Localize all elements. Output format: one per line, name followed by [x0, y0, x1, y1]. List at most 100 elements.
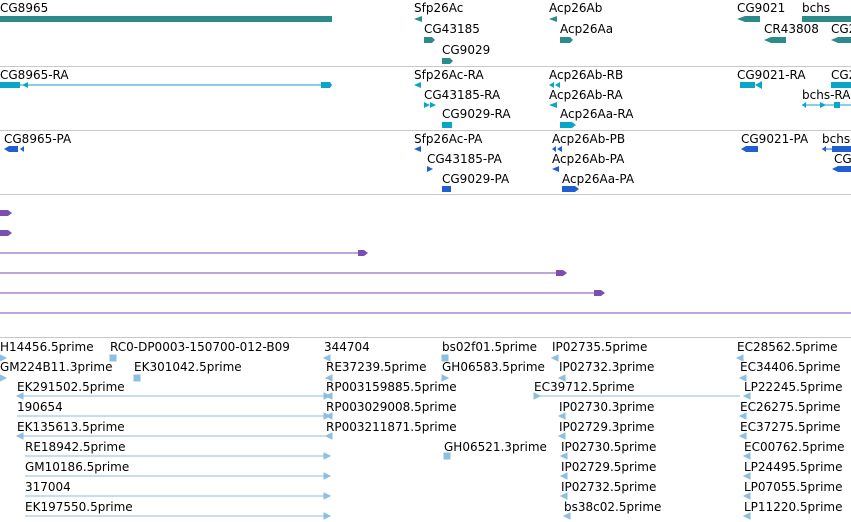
gene-label[interactable]: Sfp26Ac	[414, 1, 464, 15]
est-label[interactable]: LP11220.5prime	[744, 500, 843, 514]
est-label[interactable]: EK197550.5prime	[25, 500, 133, 514]
transcript-label[interactable]: bchs-RA	[802, 88, 851, 102]
est-label[interactable]: EC37275.5prime	[740, 420, 841, 434]
est-label[interactable]: GH06521.3prime	[444, 440, 547, 454]
est-label[interactable]: RE37239.5prime	[326, 360, 427, 374]
transcript-label[interactable]: CG9021-RA	[737, 68, 806, 82]
transcript-label[interactable]: CG9029-RA	[442, 107, 511, 121]
gene-label[interactable]: Acp26Ab	[549, 1, 603, 15]
protein-label[interactable]: CG9029-PA	[442, 172, 510, 186]
gene-label[interactable]: CG8965	[0, 1, 49, 15]
alignment-end	[594, 290, 605, 296]
est-label[interactable]: RP003029008.5prime	[326, 400, 457, 414]
est-label[interactable]: EK291502.5prime	[17, 380, 125, 394]
protein-glyph	[552, 146, 556, 152]
protein-label[interactable]: CG	[834, 152, 851, 166]
est-label[interactable]: H14456.5prime	[0, 340, 94, 354]
alignment-glyphs	[0, 210, 851, 314]
transcript-label[interactable]: Acp26Aa-RA	[560, 107, 634, 121]
est-glyph	[15, 432, 24, 440]
est-glyph	[738, 412, 747, 420]
protein-glyph	[562, 186, 579, 192]
gene-label[interactable]: CG43185	[424, 22, 480, 36]
est-label[interactable]: GM224B11.3prime	[0, 360, 113, 374]
est-label[interactable]: LP24495.5prime	[744, 460, 843, 474]
alignment-track	[0, 195, 851, 337]
protein-label[interactable]: Acp26Ab-PB	[552, 132, 626, 146]
est-label[interactable]: IP02729.5prime	[561, 460, 657, 474]
est-label[interactable]: IP02735.5prime	[552, 340, 648, 354]
est-label[interactable]: EC28562.5prime	[737, 340, 838, 354]
est-label[interactable]: IP02732.3prime	[559, 360, 655, 374]
protein-glyph	[4, 146, 18, 152]
est-label[interactable]: IP02730.3prime	[559, 400, 655, 414]
est-label[interactable]: RE18942.5prime	[25, 440, 126, 454]
est-label[interactable]: 317004	[25, 480, 71, 494]
protein-label[interactable]: Acp26Aa-PA	[562, 172, 635, 186]
gene-label[interactable]: Acp26Aa	[560, 22, 614, 36]
protein-glyph	[414, 146, 421, 152]
track-divider	[0, 130, 851, 131]
est-glyph	[557, 412, 566, 420]
transcript-exon	[755, 81, 762, 89]
transcript-exon	[424, 102, 430, 108]
protein-glyph	[822, 146, 826, 152]
est-label[interactable]: IP02730.5prime	[561, 440, 657, 454]
gene-label[interactable]: bchs	[802, 1, 831, 15]
protein-glyph	[442, 186, 451, 192]
est-label[interactable]: 190654	[17, 400, 63, 414]
protein-label[interactable]: Sfp26Ac-PA	[414, 132, 483, 146]
est-glyph	[559, 492, 568, 500]
est-label[interactable]: EC39712.5prime	[534, 380, 635, 394]
est-label[interactable]: EC00762.5prime	[744, 440, 845, 454]
transcript-label[interactable]: CG43185-RA	[424, 88, 501, 102]
track-divider	[0, 194, 851, 195]
transcript-exon	[0, 82, 20, 88]
est-glyph	[15, 392, 24, 400]
transcript-label[interactable]: Acp26Ab-RA	[549, 88, 623, 102]
protein-label[interactable]: Acp26Ab-PA	[552, 152, 625, 166]
est-glyph	[559, 452, 568, 460]
est-label[interactable]: GH06583.5prime	[442, 360, 545, 374]
gene-label[interactable]: CG2	[831, 22, 851, 36]
est-label[interactable]: EK135613.5prime	[17, 420, 125, 434]
est-label[interactable]: LP07055.5prime	[744, 480, 843, 494]
est-label[interactable]: RP003211871.5prime	[326, 420, 457, 434]
gene-label[interactable]: CR43808	[764, 22, 819, 36]
track-divider	[0, 66, 851, 67]
est-label[interactable]: GM10186.5prime	[25, 460, 130, 474]
est-label[interactable]: EK301042.5prime	[134, 360, 242, 374]
est-glyph	[533, 392, 542, 400]
protein-label[interactable]: CG8965-PA	[4, 132, 72, 146]
est-label[interactable]: 344704	[324, 340, 370, 354]
transcript-track: CG8965-RA Sfp26Ac-RA Acp26Ab-RB CG9021-R…	[0, 67, 851, 130]
est-glyph	[323, 512, 332, 520]
transcript-label[interactable]: Sfp26Ac-RA	[414, 68, 484, 82]
est-label[interactable]: RC0-DP0003-150700-012-B09	[110, 340, 290, 354]
est-label[interactable]: IP02729.3prime	[559, 420, 655, 434]
transcript-exon	[820, 102, 826, 108]
est-glyph	[735, 354, 744, 362]
transcript-label[interactable]: CG8965-RA	[0, 68, 69, 82]
protein-label[interactable]: CG43185-PA	[427, 152, 502, 166]
est-label[interactable]: LP22245.5prime	[744, 380, 843, 394]
est-glyph	[322, 354, 331, 362]
track-divider	[0, 337, 851, 338]
est-label[interactable]: bs38c02.5prime	[564, 500, 662, 514]
est-glyph	[0, 374, 8, 382]
est-label[interactable]: EC26275.5prime	[740, 400, 841, 414]
est-label[interactable]: RP003159885.5prime	[326, 380, 457, 394]
transcript-exon	[442, 122, 452, 128]
est-label[interactable]: bs02f01.5prime	[442, 340, 538, 354]
est-label[interactable]: EC34406.5prime	[740, 360, 841, 374]
protein-label[interactable]: bchs-	[822, 132, 851, 146]
est-label[interactable]: IP02732.5prime	[561, 480, 657, 494]
gene-label[interactable]: CG9029	[442, 43, 491, 57]
gene-label[interactable]: CG9021	[737, 1, 786, 15]
protein-glyphs	[4, 146, 851, 192]
transcript-label[interactable]: CG2	[831, 68, 851, 82]
transcript-label[interactable]: Acp26Ab-RB	[549, 68, 624, 82]
protein-glyph	[427, 166, 433, 172]
est-glyph	[323, 492, 332, 500]
protein-label[interactable]: CG9021-PA	[741, 132, 809, 146]
